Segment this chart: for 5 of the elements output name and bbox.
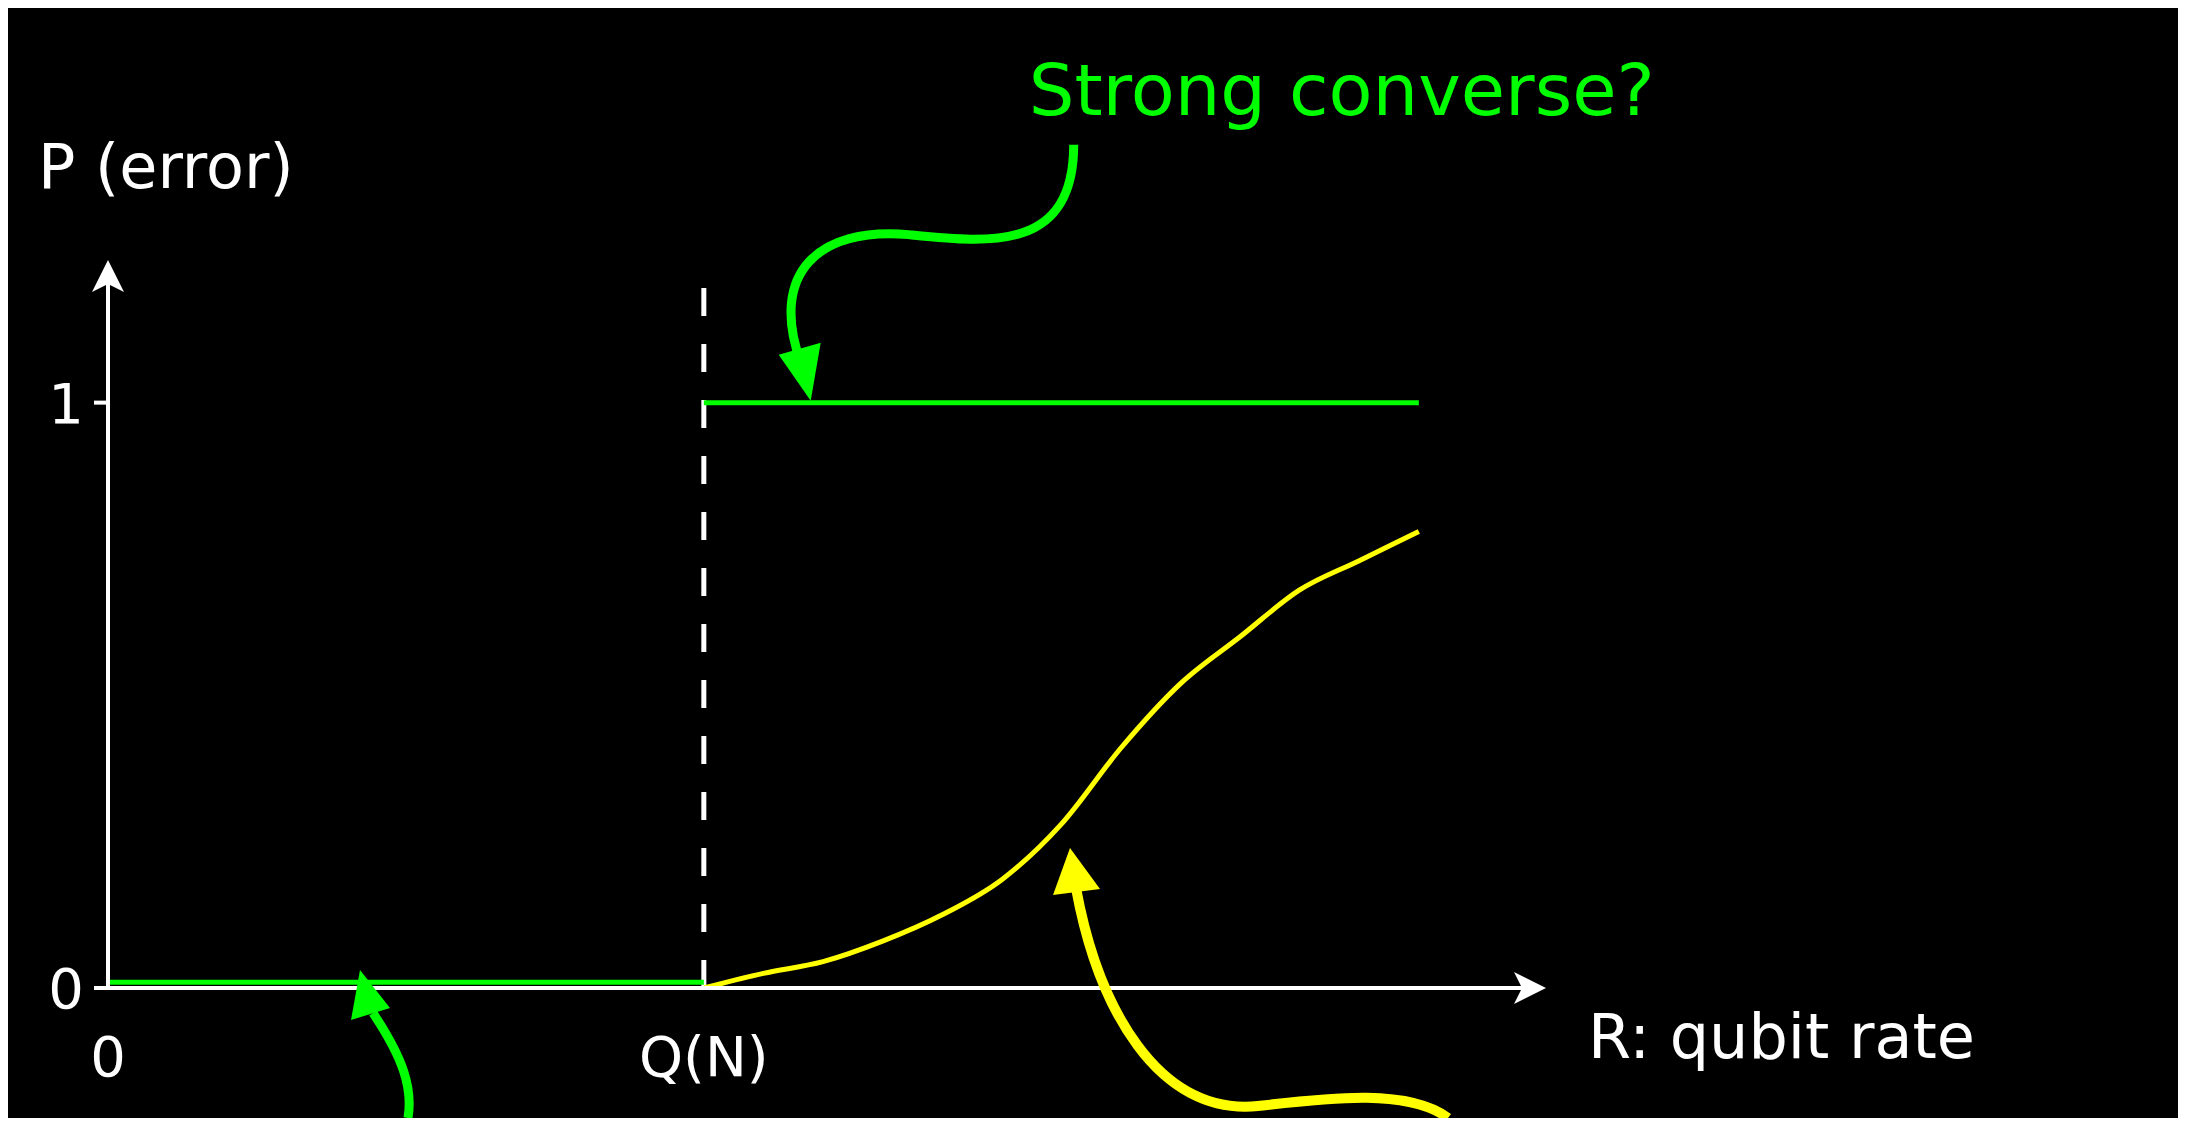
- y-tick-label: 1: [48, 370, 84, 436]
- text: Strong converse?: [1028, 47, 1655, 132]
- x-axis-title: R: qubit rate: [1588, 1000, 1975, 1073]
- x-tick-label: Q(N): [639, 1024, 769, 1089]
- y-axis-title: P (error): [38, 130, 294, 203]
